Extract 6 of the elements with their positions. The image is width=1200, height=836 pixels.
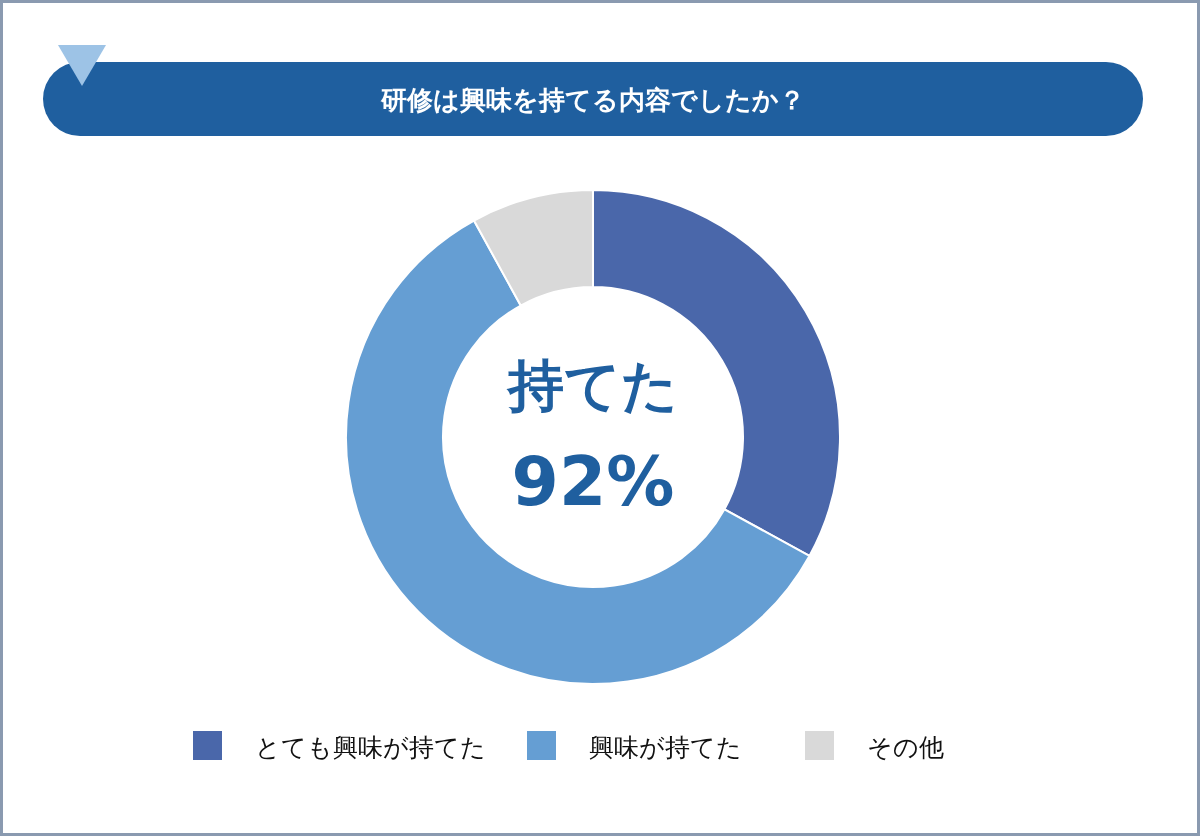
text: 持てた (506, 353, 678, 418)
legend-label: とても興味が持てた (255, 733, 486, 762)
legend-label: 興味が持てた (589, 733, 742, 762)
text: 92% (511, 442, 675, 521)
chart-title: 研修は興味を持てる内容でしたか？ (380, 85, 805, 115)
legend-label: その他 (867, 733, 944, 762)
